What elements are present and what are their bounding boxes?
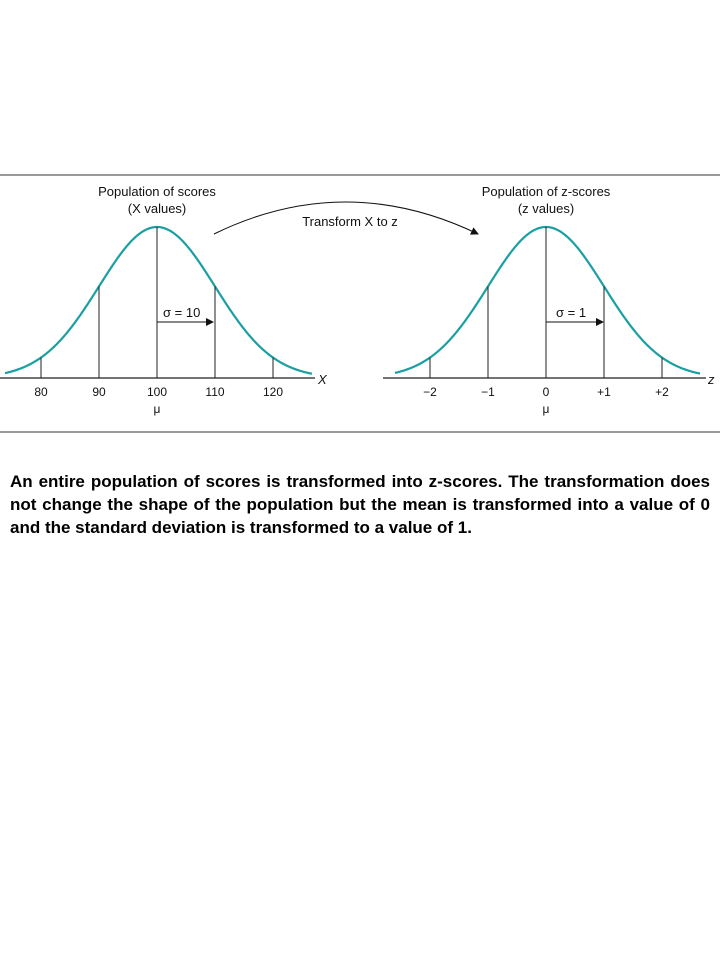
- z-score-transformation-figure: Population of scores (X values) σ = 10 X…: [0, 174, 720, 433]
- right-title-line2: (z values): [518, 201, 574, 216]
- right-tick-label-0: −2: [423, 385, 437, 399]
- right-title-line1: Population of z-scores: [482, 184, 611, 199]
- right-tick-label-4: +2: [655, 385, 669, 399]
- figure-caption: An entire population of scores is transf…: [10, 472, 710, 537]
- left-tick-label-3: 110: [205, 385, 224, 399]
- right-distribution-curve: [394, 225, 701, 375]
- left-axis-name: X: [317, 372, 328, 387]
- right-axis-name: z: [707, 372, 715, 387]
- left-tick-label-2: 100: [147, 385, 167, 399]
- right-sigma-label: σ = 1: [556, 305, 586, 320]
- transform-label: Transform X to z: [302, 214, 398, 229]
- right-tick-label-3: +1: [597, 385, 611, 399]
- left-panel: Population of scores (X values) σ = 10 X…: [0, 184, 328, 416]
- left-mean-symbol: μ: [154, 402, 161, 416]
- transform-arrow: [213, 201, 479, 235]
- right-tick-label-2: 0: [543, 385, 550, 399]
- right-tick-labels: −2 −1 0 +1 +2: [423, 385, 669, 399]
- left-distribution-curve: [4, 225, 313, 375]
- left-title-line2: (X values): [128, 201, 187, 216]
- left-reference-lines: [40, 227, 274, 378]
- right-mean-symbol: μ: [543, 402, 550, 416]
- left-title-line1: Population of scores: [98, 184, 216, 199]
- left-sigma-label: σ = 10: [163, 305, 200, 320]
- left-tick-label-4: 120: [263, 385, 283, 399]
- right-reference-lines: [429, 227, 663, 378]
- right-panel: Population of z-scores (z values) σ = 1 …: [383, 184, 715, 416]
- left-tick-label-0: 80: [34, 385, 48, 399]
- right-tick-label-1: −1: [481, 385, 495, 399]
- left-tick-labels: 80 90 100 110 120: [34, 385, 283, 399]
- left-tick-label-1: 90: [92, 385, 106, 399]
